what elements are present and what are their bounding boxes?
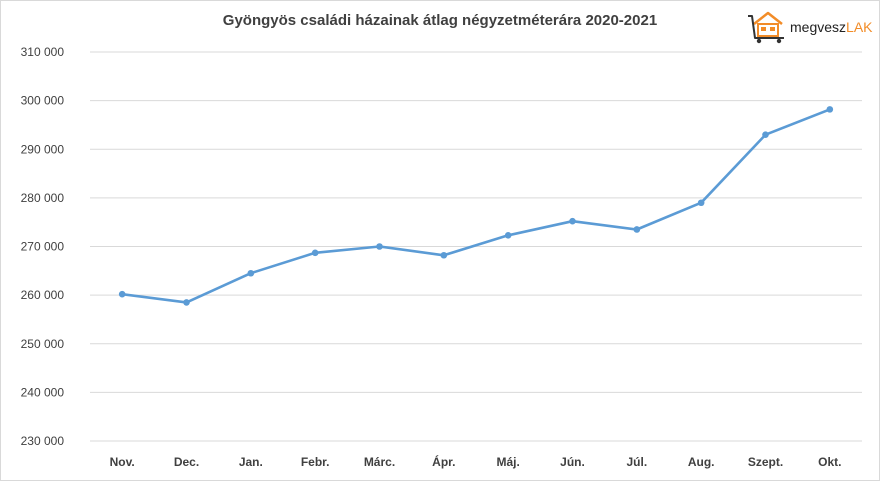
logo-text-accent: LAK (846, 19, 873, 35)
x-tick-label: Máj. (496, 455, 519, 469)
data-point (697, 199, 705, 207)
data-point (826, 106, 834, 113)
megveszlak-logo: megveszLAK (746, 10, 874, 44)
x-tick-label: Szept. (748, 455, 783, 469)
series-layer (118, 106, 834, 306)
data-point (762, 131, 769, 138)
x-tick-label: Dec. (174, 455, 199, 469)
y-tick-label: 280 000 (21, 191, 65, 205)
data-point (633, 226, 641, 233)
x-tick-label: Júl. (626, 455, 647, 469)
x-tick-label: Febr. (301, 455, 330, 469)
y-tick-label: 230 000 (21, 434, 65, 448)
x-tick-label: Nov. (110, 455, 135, 469)
x-tick-label: Jún. (560, 455, 585, 469)
data-point (247, 269, 255, 277)
chart-title: Gyöngyös családi házainak átlag négyzetm… (222, 12, 658, 29)
y-tick-label: 290 000 (21, 142, 65, 156)
x-axis: Nov. Dec. Jan. Febr. Márc. Ápr. Máj. Jún. Júl. Au… (110, 454, 842, 469)
logo-wordmark: megveszLAK (790, 19, 873, 35)
data-point (118, 290, 126, 298)
y-tick-label: 240 000 (21, 385, 65, 399)
data-point (569, 217, 576, 225)
gridlines (90, 51, 862, 442)
y-tick-label: 300 000 (21, 94, 65, 108)
data-point (504, 232, 512, 239)
data-point (311, 249, 319, 257)
y-axis: 230 000 240 000 250 000 260 000 270 000 280 0… (21, 45, 65, 448)
y-tick-label: 260 000 (21, 288, 65, 302)
y-tick-label: 270 000 (21, 240, 65, 254)
x-tick-label: Okt. (818, 455, 841, 469)
data-point (183, 299, 190, 306)
x-tick-label: Jan. (239, 455, 263, 469)
y-tick-label: 250 000 (21, 337, 65, 351)
series-line (120, 108, 832, 304)
x-tick-label: Aug. (688, 455, 715, 469)
logo-text-main: megvesz (790, 19, 847, 35)
y-tick-label: 310 000 (21, 45, 65, 59)
x-tick-label: Márc. (364, 455, 395, 469)
data-point (376, 243, 383, 250)
x-tick-label: Ápr. (432, 454, 455, 469)
data-point (440, 251, 448, 259)
house-cart-icon (748, 11, 784, 44)
